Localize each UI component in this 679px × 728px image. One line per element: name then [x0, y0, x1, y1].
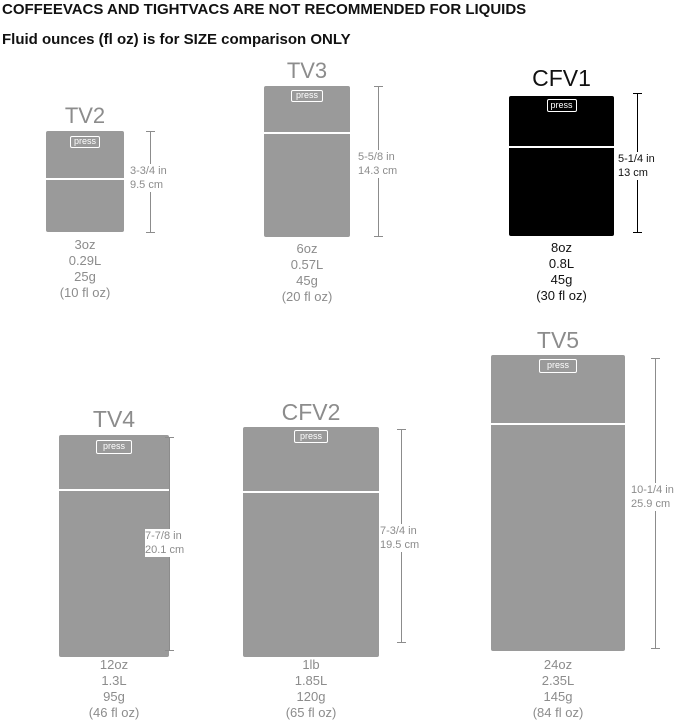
capacity-weight: 24oz: [543, 657, 573, 672]
fluid-ounces: (30 fl oz): [536, 288, 587, 303]
canister-illustration: press: [264, 86, 350, 237]
height-centimeters: 9.5 cm: [130, 179, 164, 191]
press-button-icon: press: [539, 359, 577, 373]
press-button-icon: press: [294, 430, 328, 443]
capacity-weight: 1lb: [302, 657, 320, 672]
press-button-icon: press: [70, 136, 100, 148]
dimension-top-tick: [397, 429, 406, 430]
coffee-grams: 45g: [550, 272, 573, 287]
dimension-top-tick: [633, 93, 642, 94]
capacity-specs: 12oz 1.3L 95g (46 fl oz): [44, 657, 184, 721]
dimension-top-tick: [165, 437, 174, 438]
container-name: CFV1: [532, 65, 591, 91]
capacity-liters: 0.8L: [548, 256, 575, 271]
dimension-bottom-tick: [633, 232, 642, 233]
height-centimeters: 20.1 cm: [145, 544, 185, 556]
capacity-weight: 8oz: [551, 240, 572, 255]
container-name: CFV2: [281, 399, 341, 425]
press-button-icon: press: [291, 90, 323, 102]
dimension-top-tick: [374, 86, 383, 87]
height-label: 7-3/4 in 19.5 cm: [380, 524, 420, 552]
height-inches: 5-5/8 in: [358, 151, 395, 163]
capacity-liters: 0.29L: [68, 253, 102, 268]
coffee-grams: 95g: [103, 689, 125, 704]
dimension-bottom-tick: [146, 232, 155, 233]
capacity-liters: 2.35L: [541, 673, 575, 688]
dimension-bottom-tick: [397, 642, 406, 643]
height-label: 3-3/4 in 9.5 cm: [130, 164, 167, 192]
lid-seam: [491, 423, 625, 425]
capacity-weight: 6oz: [296, 241, 318, 256]
size-comparison-note: Fluid ounces (fl oz) is for SIZE compari…: [2, 31, 351, 48]
height-centimeters: 14.3 cm: [358, 165, 398, 177]
lid-seam: [59, 489, 169, 491]
coffee-grams: 145g: [543, 689, 573, 704]
height-centimeters: 19.5 cm: [380, 539, 420, 551]
canister-illustration: press: [243, 427, 379, 657]
fluid-ounces: (20 fl oz): [281, 289, 333, 304]
fluid-ounces: (65 fl oz): [285, 705, 337, 720]
capacity-specs: 3oz 0.29L 25g (10 fl oz): [15, 237, 155, 301]
canister-illustration: press: [491, 355, 625, 651]
container-name: TV2: [64, 103, 106, 128]
height-inches: 5-1/4 in: [618, 153, 655, 165]
press-button-icon: press: [96, 440, 132, 454]
container-name: TV3: [286, 58, 328, 83]
capacity-specs: 8oz 0.8L 45g (30 fl oz): [492, 240, 632, 304]
canister-illustration: press: [46, 131, 124, 232]
lid-seam: [46, 178, 124, 180]
height-inches: 10-1/4 in: [631, 484, 674, 496]
dimension-bottom-tick: [651, 648, 660, 649]
height-inches: 7-7/8 in: [145, 530, 182, 542]
fluid-ounces: (84 fl oz): [532, 705, 584, 720]
canister-illustration: press: [509, 96, 614, 236]
fluid-ounces: (46 fl oz): [88, 705, 140, 720]
lid-seam: [264, 132, 350, 134]
capacity-liters: 1.85L: [294, 673, 328, 688]
dimension-bottom-tick: [374, 236, 383, 237]
dimension-bottom-tick: [165, 650, 174, 651]
container-name: TV5: [536, 327, 580, 353]
capacity-specs: 24oz 2.35L 145g (84 fl oz): [488, 657, 628, 721]
height-inches: 7-3/4 in: [380, 525, 417, 537]
press-button-icon: press: [546, 99, 577, 112]
coffee-grams: 45g: [296, 273, 318, 288]
height-label: 5-5/8 in 14.3 cm: [358, 150, 398, 178]
capacity-weight: 3oz: [74, 237, 96, 252]
lid-seam: [243, 491, 379, 493]
height-centimeters: 13 cm: [618, 167, 648, 179]
capacity-weight: 12oz: [99, 657, 129, 672]
capacity-specs: 6oz 0.57L 45g (20 fl oz): [237, 241, 377, 305]
height-inches: 3-3/4 in: [130, 165, 167, 177]
height-label: 10-1/4 in 25.9 cm: [631, 483, 674, 511]
container-name: TV4: [92, 406, 136, 432]
height-centimeters: 25.9 cm: [631, 498, 671, 510]
capacity-specs: 1lb 1.85L 120g (65 fl oz): [241, 657, 381, 721]
capacity-liters: 1.3L: [101, 673, 127, 688]
height-label: 5-1/4 in 13 cm: [618, 152, 655, 180]
coffee-grams: 25g: [74, 269, 96, 284]
fluid-ounces: (10 fl oz): [59, 285, 111, 300]
dimension-top-tick: [146, 131, 155, 132]
liquid-warning-headline: COFFEEVACS AND TIGHTVACS ARE NOT RECOMME…: [2, 1, 527, 18]
capacity-liters: 0.57L: [290, 257, 324, 272]
lid-seam: [509, 146, 614, 148]
dimension-top-tick: [651, 358, 660, 359]
coffee-grams: 120g: [296, 689, 326, 704]
height-label: 7-7/8 in 20.1 cm: [145, 529, 185, 557]
